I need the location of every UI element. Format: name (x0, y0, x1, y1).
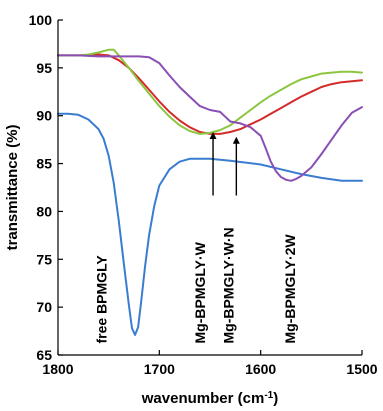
y-tick-label: 70 (36, 299, 52, 315)
series-line-2 (58, 55, 362, 134)
x-tick-label: 1800 (42, 361, 73, 377)
series-line-3 (58, 50, 362, 134)
x-axis-title-main: wavenumber (cm (141, 390, 265, 407)
y-tick-label: 100 (29, 12, 53, 28)
x-axis-title-end: ) (273, 390, 278, 407)
y-tick-label: 90 (36, 108, 52, 124)
y-tick-label: 65 (36, 347, 52, 363)
x-axis-ticks: 1800 1700 1600 1500 (42, 350, 377, 377)
annotation-label-3: Mg-BPMGLY·W·N (220, 227, 236, 343)
annotation-arrow-head (233, 137, 240, 144)
y-tick-label: 75 (36, 251, 52, 267)
annotation-label-1: free BPMGLY (94, 255, 110, 344)
annotation-label-2: Mg-BPMGLY·W (192, 241, 208, 343)
x-tick-label: 1600 (245, 361, 276, 377)
x-axis-title: wavenumber (cm-1) (141, 390, 278, 408)
y-tick-label: 80 (36, 203, 52, 219)
y-axis-title: transmittance (%) (4, 125, 21, 251)
annotation-label-4: Mg-BPMGLY·2W (282, 234, 298, 344)
x-tick-label: 1700 (144, 361, 175, 377)
annotation-layer: free BPMGLY Mg-BPMGLY·W Mg-BPMGLY·W·N Mg-BP… (94, 132, 299, 344)
x-tick-label: 1500 (346, 361, 377, 377)
y-tick-label: 85 (36, 156, 52, 172)
y-tick-label: 95 (36, 60, 52, 76)
